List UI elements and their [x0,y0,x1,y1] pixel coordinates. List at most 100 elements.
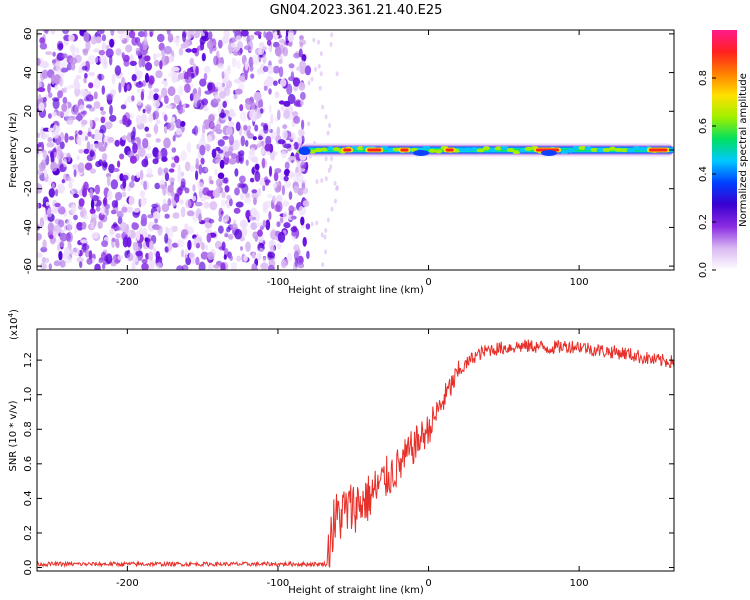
heatmap-noise-cell [301,119,305,130]
heatmap-noise-cell [109,38,115,48]
heatmap-noise-cell [48,92,53,98]
heatmap-noise-cell [62,30,70,35]
heatmap-noise-cell [265,31,274,41]
heatmap-noise-cell [66,63,72,71]
heatmap-noise-cell [60,67,69,73]
heatmap-noise-cell [122,114,128,125]
heatmap-noise-cell [244,192,251,199]
heatmap-noise-cell [180,178,186,188]
heatmap-noise-cell [298,82,306,91]
heatmap-noise-cell [118,82,122,93]
heatmap-noise-cell [185,48,193,53]
heatmap-noise-cell [47,222,55,233]
heatmap-noise-cell [282,200,290,207]
heatmap-noise-cell [67,242,72,250]
heatmap-noise-cell [187,239,192,251]
heatmap-noise-cell [178,85,184,97]
spectrogram-y-tick-label: -60 [23,258,34,274]
heatmap-noise-cell [235,201,244,208]
heatmap-noise-cell [97,221,103,229]
heatmap-signal-cell [638,146,647,151]
heatmap-noise-cell [178,185,187,191]
heatmap-noise-cell [143,37,148,45]
heatmap-noise-cell [222,177,228,184]
heatmap-noise-cell [89,168,96,174]
heatmap-signal-cell [566,148,575,153]
heatmap-noise-cell [218,217,223,222]
heatmap-noise-cell [246,129,251,137]
heatmap-noise-cell [141,262,149,270]
heatmap-noise-cell [294,257,298,268]
snr-y-ticks: 0.0 0.2 0.4 0.6 0.8 1.0 1.2 [23,352,674,575]
heatmap-noise-cell [243,45,252,51]
heatmap-noise-cell [115,48,122,56]
heatmap-noise-cell [86,104,92,109]
heatmap-noise-cell [141,158,149,168]
heatmap-noise-cell [146,32,150,37]
heatmap-noise-cell [66,176,72,182]
heatmap-noise-cell [218,112,227,118]
heatmap-noise-cell [78,198,85,207]
heatmap-noise-cell [228,146,233,155]
snr-y-tick-label: 0.8 [23,421,34,437]
heatmap-signal-cell [632,146,641,151]
heatmap-noise-cell [174,193,180,203]
heatmap-noise-cell [59,141,65,150]
heatmap-noise-cell [333,180,337,186]
heatmap-noise-cell [228,158,237,165]
heatmap-noise-cell [297,136,303,144]
heatmap-noise-cell [293,115,301,124]
heatmap-noise-cell [77,112,82,122]
heatmap-noise-cell [283,100,291,107]
heatmap-noise-cell [204,167,208,172]
heatmap-noise-cell [268,104,272,114]
heatmap-noise-cell [175,118,182,129]
heatmap-noise-cell [317,39,320,45]
heatmap-noise-cell [206,233,212,243]
heatmap-noise-cell [215,178,223,188]
heatmap-noise-cell [250,73,255,79]
heatmap-noise-cell [100,206,105,216]
snr-x-ticks: -200 -100 0 100 [116,329,589,589]
heatmap-noise-cell [101,160,108,171]
heatmap-noise-cell [334,198,337,204]
heatmap-noise-cell [268,88,272,95]
heatmap-signal-cell [602,147,611,152]
heatmap-noise-cell [301,187,309,195]
heatmap-noise-cell [83,31,90,43]
heatmap-noise-cell [258,42,265,48]
heatmap-noise-cell [208,114,215,123]
heatmap-noise-cell [99,106,104,111]
spectrogram-y-tick-label: -40 [23,219,34,235]
heatmap-noise-cell [218,39,223,49]
heatmap-noise-cell [326,130,330,136]
heatmap-noise-cell [142,138,149,149]
heatmap-noise-cell [147,95,154,100]
heatmap-noise-cell [280,39,286,49]
heatmap-noise-cell [321,262,325,268]
heatmap-noise-cell [84,72,88,79]
heatmap-noise-cell [194,201,203,207]
heatmap-noise-cell [164,213,170,219]
heatmap-noise-cell [199,78,207,87]
heatmap-noise-cell [249,34,255,41]
heatmap-noise-cell [248,152,256,161]
heatmap-noise-cell [304,65,312,76]
heatmap-noise-cell [81,65,88,71]
heatmap-noise-cell [298,129,305,137]
heatmap-noise-cell [90,35,98,45]
heatmap-noise-cell [291,215,297,220]
heatmap-noise-cell [79,261,83,268]
heatmap-noise-cell [182,31,187,43]
heatmap-noise-cell [106,175,111,187]
heatmap-noise-cell [293,244,300,252]
heatmap-noise-cell [217,63,224,70]
heatmap-noise-cell [119,153,125,160]
heatmap-noise-cell [146,106,152,114]
heatmap-noise-cell [148,75,155,85]
heatmap-noise-cell [262,256,267,265]
heatmap-noise-cell [46,207,53,218]
heatmap-noise-cell [229,198,233,207]
heatmap-noise-cell [217,149,224,154]
heatmap-noise-cell [277,109,281,121]
